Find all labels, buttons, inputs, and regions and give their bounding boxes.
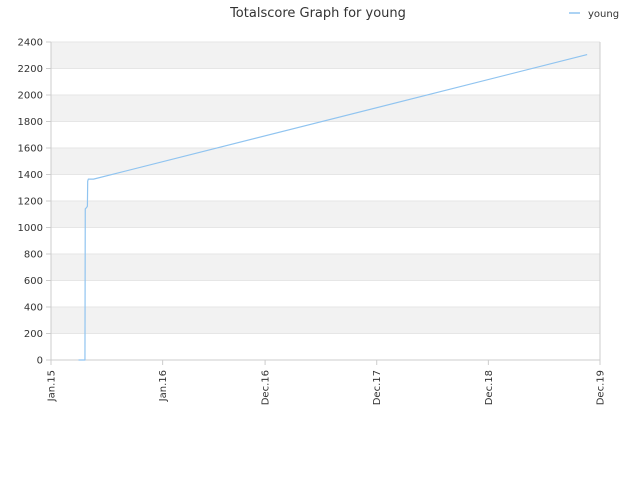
y-tick-label: 2400 [18,38,43,49]
x-tick-label: Dec.16 [261,370,272,405]
y-tick-label: 1800 [18,117,43,128]
y-tick-label: 0 [37,356,43,367]
y-tick-label: 1400 [18,170,43,181]
x-tick-label: Dec.19 [596,370,607,405]
y-tick-label: 1000 [18,223,43,234]
y-axis-ticks: 0 200 400 600 800 1000 1200 1400 1600 1800 2000 220… [18,38,51,367]
y-tick-label: 1200 [18,197,43,208]
grid-band [51,307,600,334]
legend[interactable]: young [569,9,619,20]
series-line-young [78,54,588,361]
grid-band [51,95,600,122]
grid-lines [51,41,600,361]
y-tick-label: 2200 [18,64,43,75]
grid-band [51,148,600,175]
y-tick-label: 600 [24,276,43,287]
x-tick-label: Dec.17 [372,370,383,405]
y-tick-label: 200 [24,329,43,340]
series-layer [78,54,588,361]
y-tick-label: 800 [24,250,43,261]
grid-band [51,201,600,228]
grid-band [51,42,600,69]
chart-title: Totalscore Graph for young [229,6,406,21]
x-tick-label: Dec.18 [484,370,495,405]
y-tick-label: 2000 [18,91,43,102]
x-axis-ticks: Jan.15 Jan.16 Dec.16 Dec.17 Dec.18 Dec.19 [47,360,607,405]
grid-bands [51,42,600,334]
grid-band [51,254,600,281]
y-tick-label: 400 [24,303,43,314]
x-tick-label: Jan.16 [158,370,169,402]
x-tick-label: Jan.15 [47,370,58,402]
y-tick-label: 1600 [18,144,43,155]
legend-label-young: young [588,9,619,20]
